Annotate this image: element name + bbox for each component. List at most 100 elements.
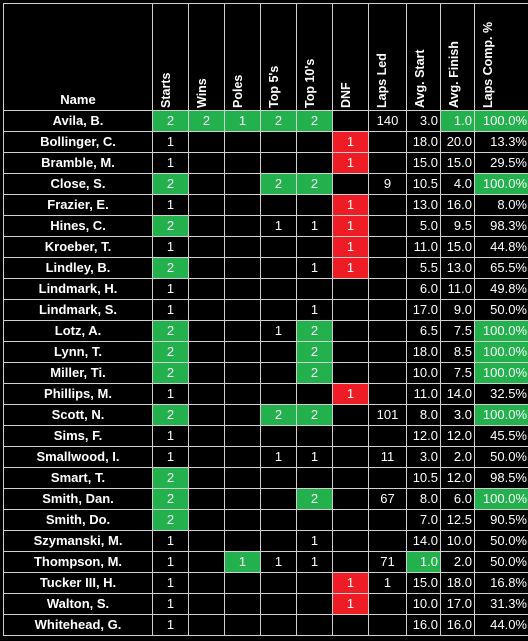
cell-avg-start: 8.0 [406,488,441,510]
cell-dnf: 1 [332,131,369,153]
cell-laps-led [368,362,407,384]
cell-laps-led: 71 [368,551,407,573]
cell-laps-comp: 44.0% [474,614,528,636]
cell-starts: 1 [152,614,189,636]
cell-laps-comp: 8.0% [474,194,528,216]
cell-laps-led [368,530,407,552]
cell-top5 [260,278,297,300]
cell-laps-comp: 45.5% [474,425,528,447]
cell-name: Bollinger, C. [3,131,153,153]
table-row: Walton, S. 1 1 10.0 17.0 31.3% [3,593,528,615]
cell-starts: 2 [152,509,189,531]
cell-wins [188,530,225,552]
cell-avg-start: 10.5 [406,173,441,195]
cell-wins [188,215,225,237]
cell-poles [224,509,261,531]
cell-top5 [260,509,297,531]
table-row: Thompson, M. 1 1 1 1 71 1.0 2.0 50.0% [3,551,528,573]
cell-laps-comp: 90.5% [474,509,528,531]
cell-wins [188,173,225,195]
cell-wins [188,152,225,174]
cell-dnf: 1 [332,152,369,174]
cell-poles [224,299,261,321]
cell-wins [188,509,225,531]
cell-starts: 1 [152,425,189,447]
cell-top5: 2 [260,404,297,426]
cell-dnf [332,320,369,342]
cell-laps-comp: 50.0% [474,446,528,468]
header-name: Name [3,3,153,111]
cell-top10: 1 [296,257,333,279]
cell-name: Whitehead, G. [3,614,153,636]
cell-avg-start: 8.0 [406,404,441,426]
cell-starts: 1 [152,572,189,594]
cell-avg-finish: 9.0 [440,299,475,321]
table-row: Phillips, M. 1 1 11.0 14.0 32.5% [3,383,528,405]
cell-top5 [260,614,297,636]
cell-poles [224,446,261,468]
cell-starts: 2 [152,362,189,384]
cell-name: Thompson, M. [3,551,153,573]
cell-dnf [332,551,369,573]
cell-wins [188,488,225,510]
cell-name: Lotz, A. [3,320,153,342]
table-row: Smith, Do. 2 7.0 12.5 90.5% [3,509,528,531]
cell-starts: 2 [152,110,189,132]
header-laps-comp-label: Laps Comp. % [481,21,495,108]
header-top5-label: Top 5's [267,65,281,108]
cell-avg-start: 3.0 [406,446,441,468]
cell-poles [224,131,261,153]
table-row: Hines, C. 2 1 1 1 5.0 9.5 98.3% [3,215,528,237]
cell-top10 [296,593,333,615]
table-row: Miller, Ti. 2 2 10.0 7.5 100.0% [3,362,528,384]
cell-dnf [332,530,369,552]
cell-poles [224,425,261,447]
cell-name: Kroeber, T. [3,236,153,258]
cell-avg-start: 17.0 [406,299,441,321]
cell-laps-led [368,215,407,237]
cell-wins [188,320,225,342]
cell-laps-led [368,383,407,405]
cell-avg-finish: 2.0 [440,551,475,573]
cell-top10 [296,572,333,594]
cell-poles [224,236,261,258]
cell-avg-start: 10.0 [406,593,441,615]
cell-avg-finish: 7.5 [440,320,475,342]
header-poles: Poles [224,3,261,111]
table-row: Tucker III, H. 1 1 1 15.0 18.0 16.8% [3,572,528,594]
header-top5: Top 5's [260,3,297,111]
header-wins: Wins [188,3,225,111]
cell-avg-finish: 10.0 [440,530,475,552]
cell-avg-start: 10.5 [406,467,441,489]
header-dnf-label: DNF [339,82,353,108]
header-starts: Starts [152,3,189,111]
cell-top5: 2 [260,173,297,195]
cell-laps-led [368,425,407,447]
cell-top10: 2 [296,173,333,195]
cell-avg-finish: 4.0 [440,173,475,195]
cell-laps-comp: 98.3% [474,215,528,237]
cell-laps-comp: 100.0% [474,362,528,384]
cell-avg-finish: 7.5 [440,362,475,384]
cell-avg-start: 15.0 [406,572,441,594]
cell-top5: 1 [260,215,297,237]
cell-wins [188,551,225,573]
cell-name: Lindley, B. [3,257,153,279]
header-starts-label: Starts [159,72,173,108]
cell-poles [224,383,261,405]
cell-laps-led [368,194,407,216]
cell-laps-led: 101 [368,404,407,426]
cell-laps-comp: 100.0% [474,488,528,510]
table-row: Avila, B. 2 2 1 2 2 140 3.0 1.0 100.0% [3,110,528,132]
header-laps-led: Laps Led [368,3,407,111]
cell-dnf: 1 [332,194,369,216]
header-row: Name Starts Wins Poles Top 5's Top 10's … [3,3,528,111]
header-avg-start-label: Avg. Start [413,49,427,108]
cell-poles [224,173,261,195]
table-header: Name Starts Wins Poles Top 5's Top 10's … [3,3,528,111]
cell-laps-led [368,131,407,153]
cell-laps-comp: 50.0% [474,551,528,573]
cell-avg-finish: 9.5 [440,215,475,237]
cell-laps-comp: 100.0% [474,341,528,363]
cell-dnf [332,425,369,447]
